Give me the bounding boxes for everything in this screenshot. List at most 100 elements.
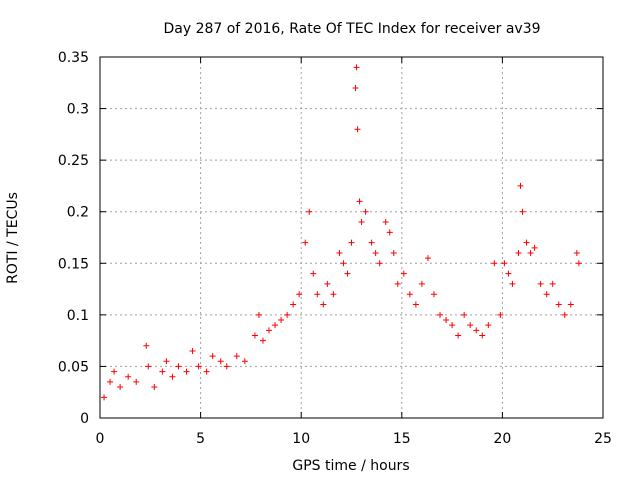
data-point (527, 249, 534, 256)
data-point (145, 363, 152, 370)
data-point (189, 347, 196, 354)
data-point (418, 280, 425, 287)
data-point (223, 363, 230, 370)
data-point (151, 384, 158, 391)
data-point (266, 327, 273, 334)
data-point (101, 394, 108, 401)
data-point (497, 311, 504, 318)
data-point (543, 291, 550, 298)
data-point (412, 301, 419, 308)
data-point (555, 301, 562, 308)
data-point (107, 378, 114, 385)
data-point (324, 280, 331, 287)
y-tick-label: 0.1 (67, 308, 89, 324)
data-point (501, 260, 508, 267)
data-point (195, 363, 202, 370)
data-point (517, 182, 524, 189)
data-point (183, 368, 190, 375)
data-point (509, 280, 516, 287)
y-tick-label: 0.25 (58, 153, 89, 169)
x-tick-label: 15 (393, 431, 411, 447)
data-point (449, 322, 456, 329)
data-point (320, 301, 327, 308)
data-point (479, 332, 486, 339)
y-tick-label: 0.3 (67, 102, 89, 118)
data-point (430, 291, 437, 298)
y-tick-label: 0.05 (58, 359, 89, 375)
data-point (573, 249, 580, 256)
data-point (255, 311, 262, 318)
data-point (272, 322, 279, 329)
data-point (169, 373, 176, 380)
data-point (523, 239, 530, 246)
data-point (209, 353, 216, 360)
data-point (111, 368, 118, 375)
data-point (310, 270, 317, 277)
data-point (217, 358, 224, 365)
data-point (259, 337, 266, 344)
data-point (125, 373, 132, 380)
data-point (251, 332, 258, 339)
data-point (424, 255, 431, 262)
x-tick-label: 0 (96, 431, 105, 447)
data-point (278, 317, 285, 324)
data-point (455, 332, 462, 339)
data-point (353, 64, 360, 71)
data-point (362, 208, 369, 215)
data-point (443, 317, 450, 324)
data-point (284, 311, 291, 318)
data-point (133, 378, 140, 385)
data-point (233, 353, 240, 360)
data-point (203, 368, 210, 375)
data-point (314, 291, 321, 298)
x-axis-label: GPS time / hours (292, 458, 409, 474)
data-point (567, 301, 574, 308)
data-point (561, 311, 568, 318)
data-point (358, 219, 365, 226)
data-point (143, 342, 150, 349)
data-point (336, 249, 343, 256)
data-point (390, 249, 397, 256)
data-point (437, 311, 444, 318)
data-point (491, 260, 498, 267)
data-point (344, 270, 351, 277)
data-point (386, 229, 393, 236)
y-tick-label: 0 (80, 411, 89, 427)
y-tick-label: 0.35 (58, 50, 89, 66)
data-point (356, 198, 363, 205)
data-point (290, 301, 297, 308)
x-tick-label: 25 (594, 431, 612, 447)
data-point (505, 270, 512, 277)
data-point (368, 239, 375, 246)
y-axis-label: ROTI / TECUs (5, 192, 21, 284)
plot-frame (99, 56, 604, 419)
data-point (382, 219, 389, 226)
data-point (531, 244, 538, 251)
data-point (296, 291, 303, 298)
data-point (575, 260, 582, 267)
data-point (519, 208, 526, 215)
data-point (352, 84, 359, 91)
y-tick-label: 0.2 (67, 205, 89, 221)
data-point (515, 249, 522, 256)
axis-ticks: 0 5 10 15 20 25 0 0.05 0.1 0.15 0.2 0.25 0.3 0.35 (58, 50, 612, 447)
y-tick-label: 0.15 (58, 256, 89, 272)
chart-title: Day 287 of 2016, Rate Of TEC Index for r… (163, 21, 540, 37)
data-point (372, 249, 379, 256)
x-tick-label: 20 (493, 431, 511, 447)
grid-lines (100, 57, 603, 418)
data-point (537, 280, 544, 287)
x-tick-label: 5 (196, 431, 205, 447)
data-point (175, 363, 182, 370)
data-points (101, 64, 582, 401)
data-point (354, 126, 361, 133)
data-point (400, 270, 407, 277)
data-point (467, 322, 474, 329)
data-point (376, 260, 383, 267)
data-point (117, 384, 124, 391)
data-point (159, 368, 166, 375)
data-point (461, 311, 468, 318)
data-point (163, 358, 170, 365)
data-point (394, 280, 401, 287)
